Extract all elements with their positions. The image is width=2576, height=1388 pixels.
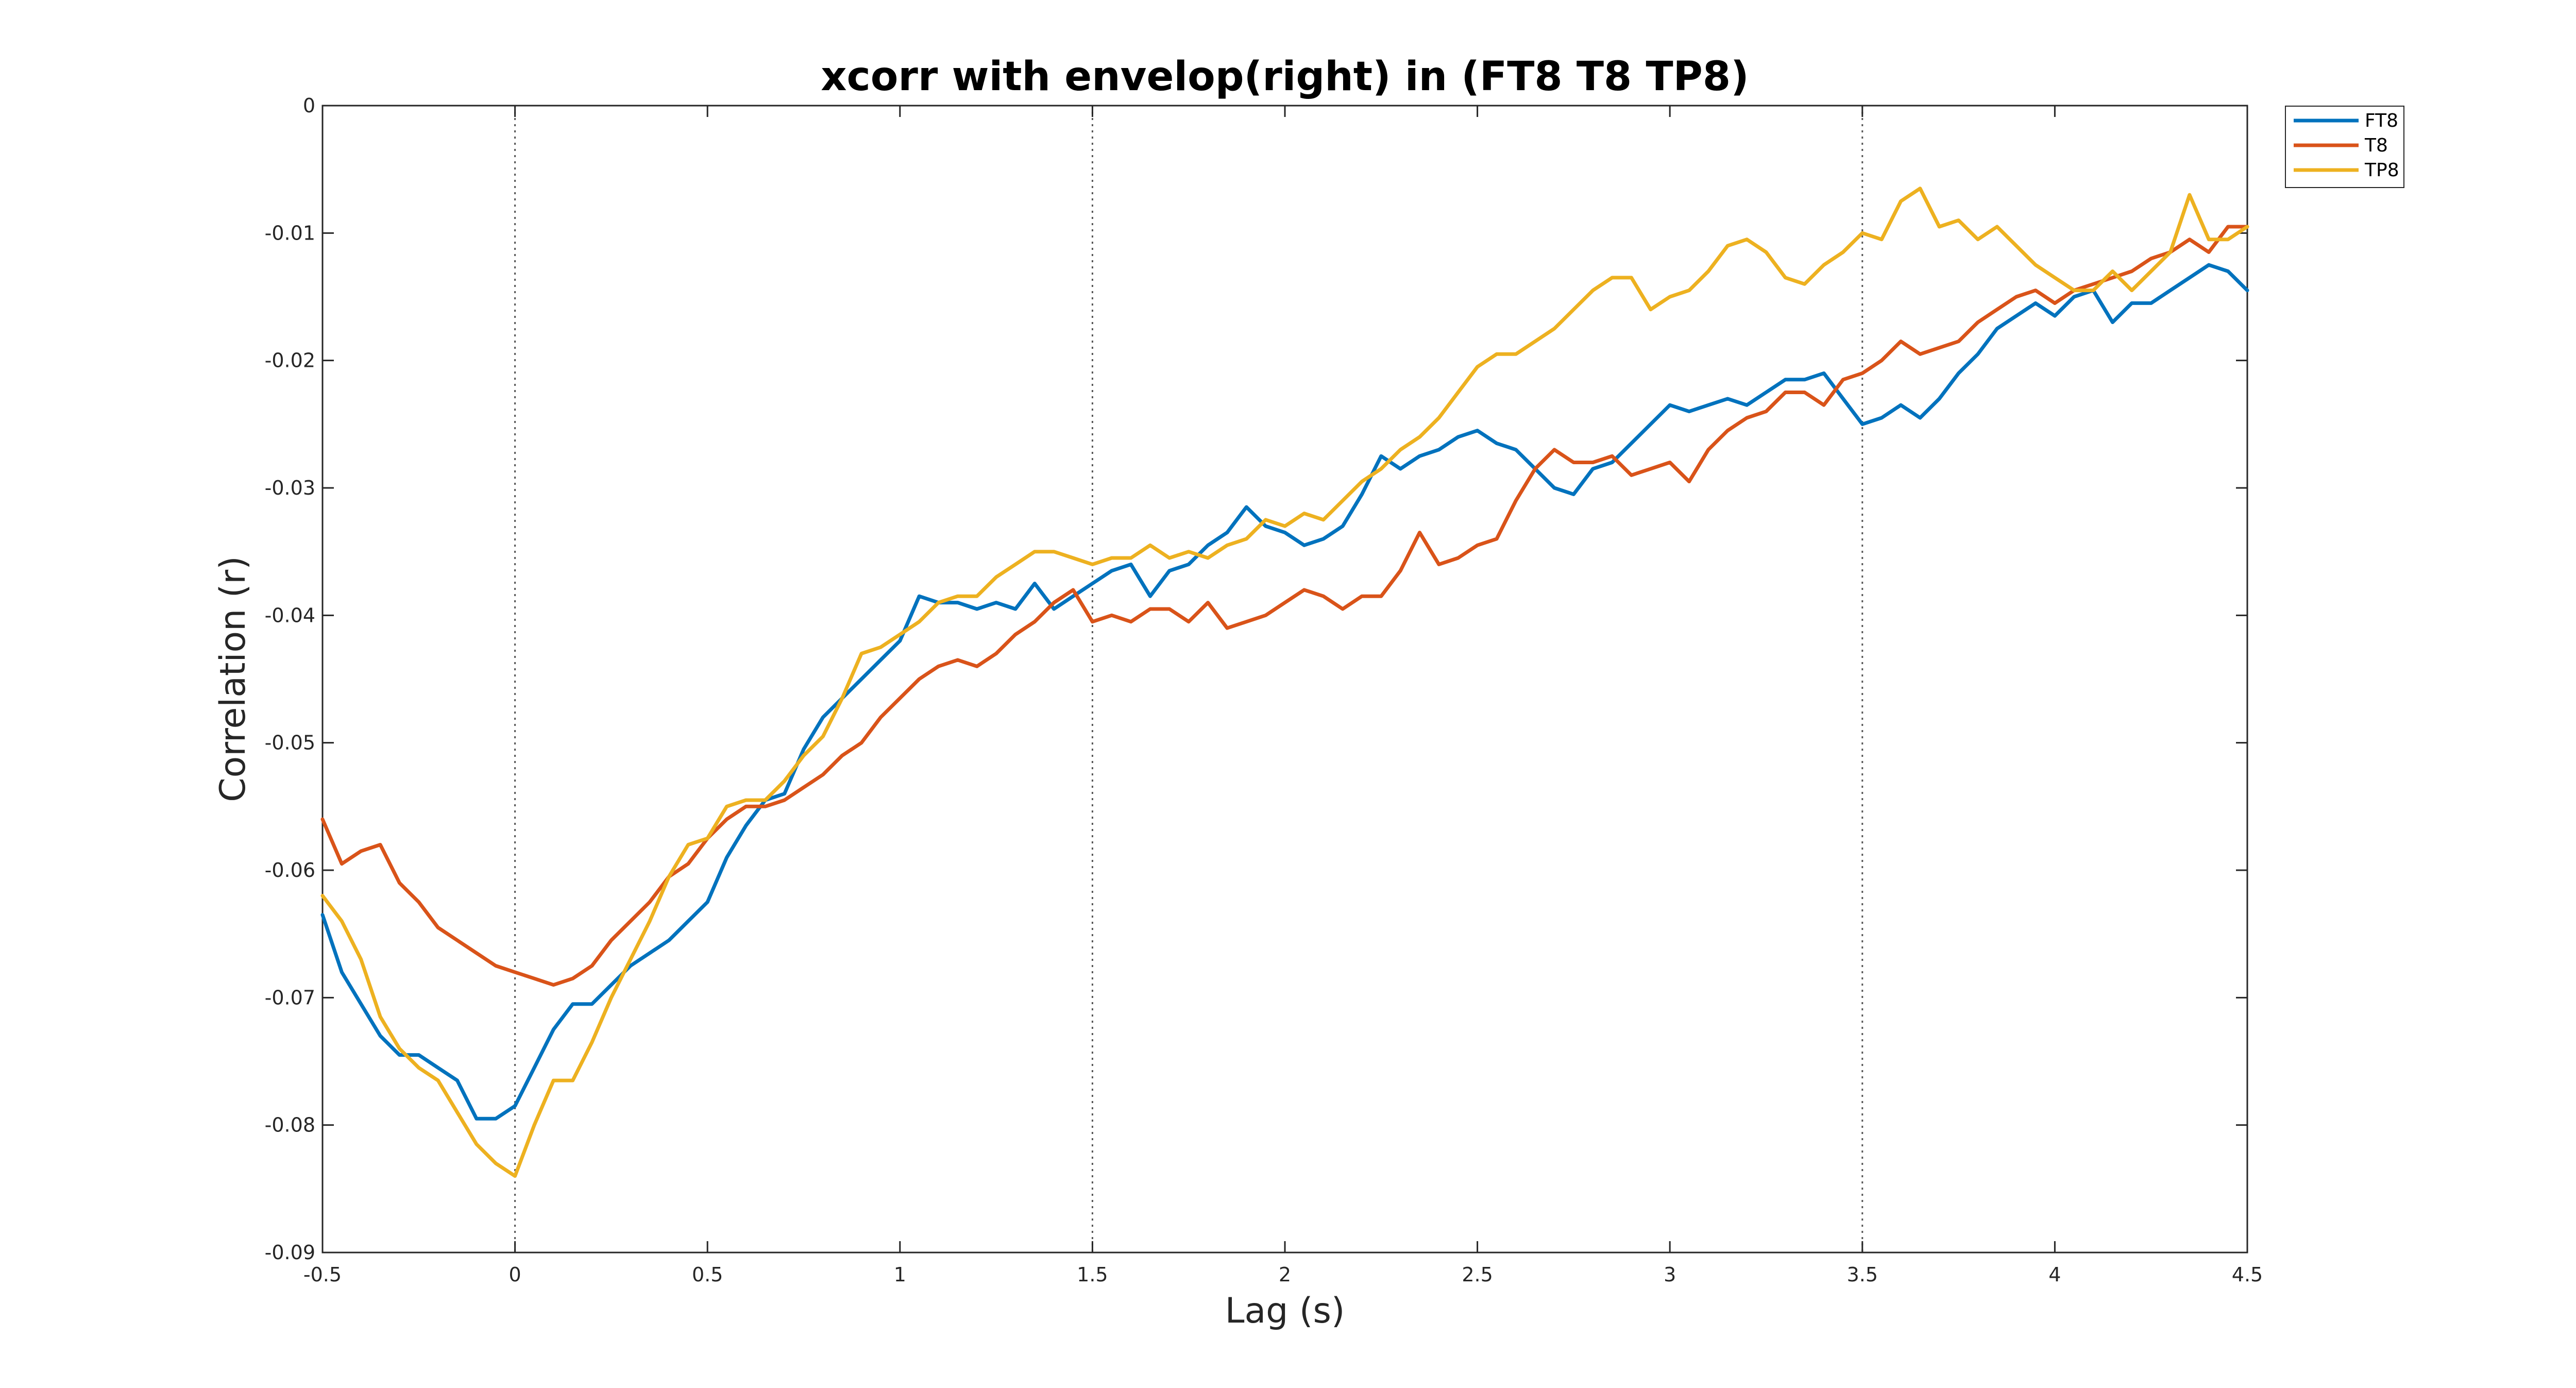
y-axis-label: Correlation (r) (213, 556, 253, 802)
y-tick-label: -0.04 (265, 604, 315, 627)
axis-ticks: -0.5 0 0.5 1 1.5 2 2.5 3 3.5 4 4.5 -0.09 -0.08 -0.07 -… (265, 94, 2263, 1286)
x-axis-label: Lag (s) (1225, 1291, 1345, 1331)
y-tick-label: -0.07 (265, 986, 315, 1009)
legend: FT8 T8 TP8 (2285, 106, 2404, 188)
y-tick-label: 0 (303, 94, 315, 117)
series-lines (320, 187, 2249, 1178)
y-tick-label: -0.02 (265, 349, 315, 372)
y-tick-label: -0.03 (265, 477, 315, 499)
x-tick-label: 0 (509, 1263, 521, 1286)
chart-title: xcorr with envelop(right) in (FT8 T8 TP8… (821, 54, 1749, 100)
series-line-t8 (320, 225, 2249, 987)
legend-label-ft8: FT8 (2365, 110, 2398, 131)
y-tick-label: -0.01 (265, 222, 315, 244)
plot-area (321, 105, 2248, 1254)
y-tick-label: -0.05 (265, 732, 315, 754)
x-tick-label: 0.5 (692, 1263, 723, 1286)
x-tick-label: 2 (1279, 1263, 1291, 1286)
x-tick-label: 2.5 (1462, 1263, 1493, 1286)
legend-label-tp8: TP8 (2364, 160, 2399, 181)
x-tick-label: 1 (894, 1263, 906, 1286)
x-tick-label: 1.5 (1077, 1263, 1108, 1286)
x-tick-label: 3 (1664, 1263, 1676, 1286)
x-tick-label: 4.5 (2232, 1263, 2263, 1286)
series-line-tp8 (320, 187, 2249, 1178)
series-line-ft8 (320, 263, 2249, 1121)
y-tick-label: -0.06 (265, 859, 315, 882)
x-tick-label: -0.5 (303, 1263, 342, 1286)
legend-label-t8: T8 (2364, 135, 2388, 156)
x-tick-label: 4 (2048, 1263, 2061, 1286)
x-tick-label: 3.5 (1847, 1263, 1878, 1286)
y-tick-label: -0.08 (265, 1114, 315, 1137)
y-tick-label: -0.09 (265, 1241, 315, 1264)
